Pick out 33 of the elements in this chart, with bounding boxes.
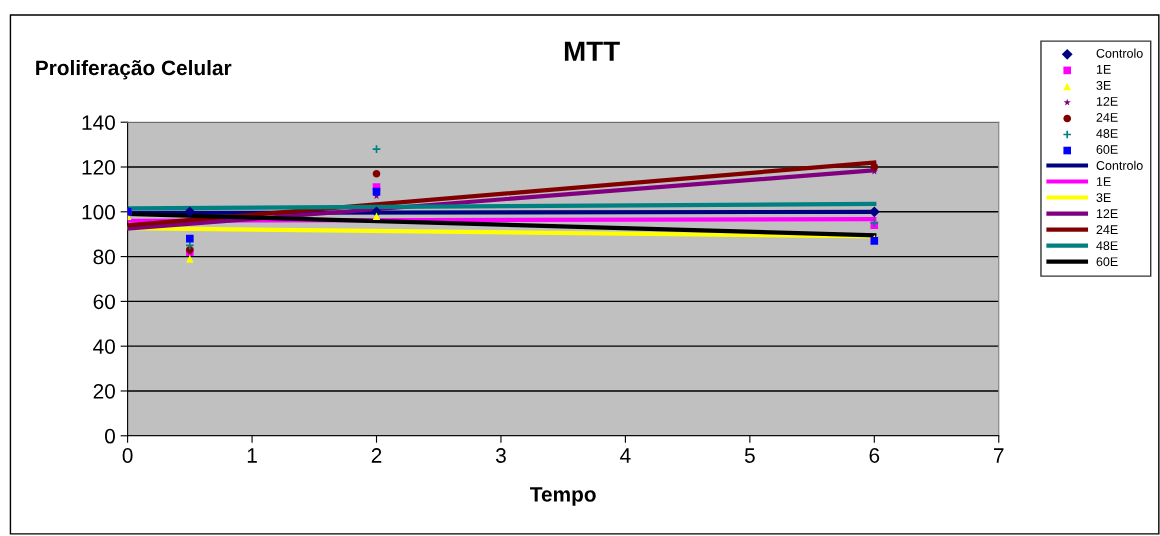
x-tick-label: 0: [122, 448, 133, 463]
legend-label: 60E: [1096, 145, 1118, 154]
legend-label: Controlo: [1096, 48, 1143, 58]
legend-label: 24E: [1096, 225, 1118, 234]
x-axis-title: Tempo: [530, 487, 596, 506]
y-tick-label: 120: [82, 160, 115, 175]
y-tick-label: 0: [105, 428, 115, 444]
chart-title: MTT: [564, 41, 620, 61]
legend-label: Controlo: [1096, 160, 1143, 170]
legend-label: 60E: [1096, 257, 1118, 267]
y-tick-label: 40: [93, 339, 115, 354]
legend-label: 12E: [1096, 97, 1118, 106]
legend-label: 24E: [1096, 113, 1118, 122]
legend-label: 1E: [1096, 65, 1111, 74]
legend-label: 3E: [1096, 193, 1111, 203]
y-axis-title: Proliferação Celular: [36, 59, 232, 80]
x-tick-label: 1: [247, 448, 257, 463]
x-tick-label: 7: [994, 448, 1004, 463]
y-tick-label: 140: [82, 115, 115, 130]
y-tick-label: 20: [93, 383, 115, 399]
y-tick-label: 80: [93, 249, 115, 265]
legend-label: 1E: [1096, 177, 1111, 186]
x-tick-label: 5: [744, 448, 755, 463]
x-tick-label: 6: [869, 448, 880, 463]
x-tick-label: 4: [620, 448, 631, 463]
x-tick-label: 3: [495, 448, 506, 463]
legend-label: 48E: [1096, 129, 1118, 138]
legend-label: 48E: [1096, 241, 1118, 251]
y-tick-label: 100: [82, 204, 115, 220]
y-tick-label: 60: [93, 294, 115, 310]
x-tick-label: 2: [371, 448, 382, 463]
legend-label: 12E: [1096, 209, 1118, 218]
legend-label: 3E: [1096, 80, 1111, 90]
